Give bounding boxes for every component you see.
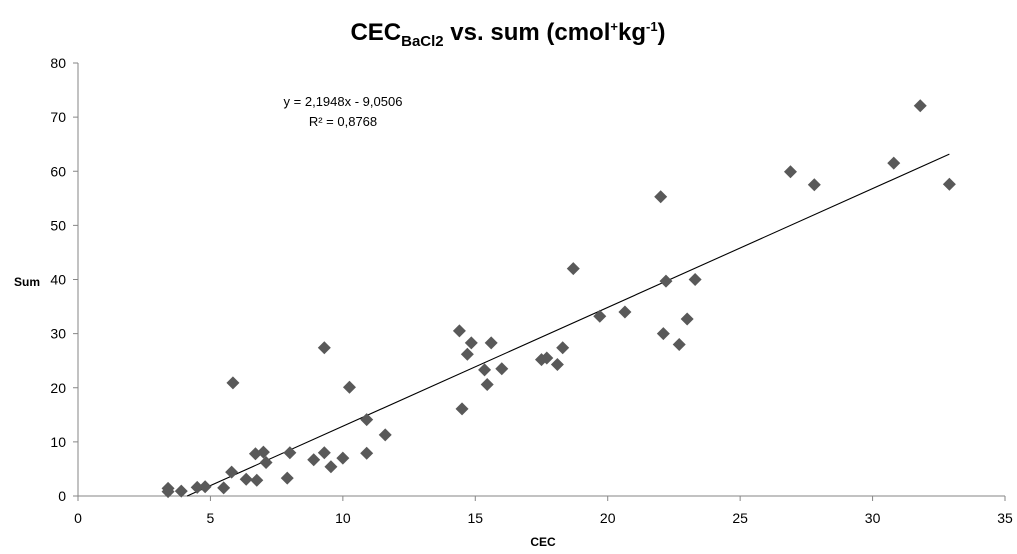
chart-title-sup2: -1 bbox=[646, 19, 658, 34]
y-axis: 0 10 20 30 40 50 60 70 80 bbox=[50, 55, 79, 504]
data-point bbox=[198, 480, 212, 494]
chart-title-suffix: ) bbox=[658, 19, 666, 46]
y-tick-label: 70 bbox=[50, 109, 66, 125]
data-point bbox=[217, 481, 231, 495]
data-point bbox=[480, 378, 494, 392]
chart-title: CECBaCl2 vs. sum (cmol+kg-1) bbox=[350, 19, 665, 50]
data-point bbox=[259, 455, 273, 469]
y-tick-label: 60 bbox=[50, 163, 66, 179]
data-point bbox=[317, 446, 331, 460]
data-point bbox=[190, 480, 204, 494]
data-point bbox=[283, 446, 297, 460]
data-point bbox=[887, 156, 901, 170]
trendline-r-squared: R² = 0,8768 bbox=[309, 114, 377, 129]
data-point bbox=[540, 351, 554, 365]
data-point bbox=[317, 341, 331, 355]
data-point bbox=[239, 472, 253, 486]
data-point bbox=[656, 327, 670, 341]
data-point bbox=[226, 376, 240, 390]
data-point bbox=[618, 305, 632, 319]
chart-title-kg: kg bbox=[618, 19, 646, 46]
data-point bbox=[225, 465, 239, 479]
data-point bbox=[460, 347, 474, 361]
data-point bbox=[659, 274, 673, 288]
x-tick-label: 5 bbox=[207, 510, 215, 526]
x-axis-title: CEC bbox=[530, 535, 556, 549]
data-points bbox=[161, 99, 956, 499]
chart-title-sup1: + bbox=[610, 19, 618, 34]
trendline-equation: y = 2,1948x - 9,0506 bbox=[284, 94, 403, 109]
x-axis: 0 5 10 15 20 25 30 35 bbox=[74, 495, 1013, 526]
data-point bbox=[807, 178, 821, 192]
data-point bbox=[478, 363, 492, 377]
y-tick-label: 30 bbox=[50, 326, 66, 342]
x-tick-label: 25 bbox=[732, 510, 748, 526]
data-point bbox=[250, 473, 264, 487]
x-tick-label: 15 bbox=[467, 510, 483, 526]
data-point bbox=[161, 481, 175, 495]
y-tick-label: 40 bbox=[50, 272, 66, 288]
data-point bbox=[378, 428, 392, 442]
data-point bbox=[550, 357, 564, 371]
chart-title-middle: vs. sum (cmol bbox=[444, 19, 611, 46]
y-tick-label: 20 bbox=[50, 380, 66, 396]
x-tick-label: 10 bbox=[335, 510, 351, 526]
x-tick-label: 30 bbox=[865, 510, 881, 526]
data-point bbox=[280, 471, 294, 485]
y-tick-label: 0 bbox=[58, 488, 66, 504]
data-point bbox=[495, 362, 509, 376]
trendline-group bbox=[186, 153, 950, 497]
data-point bbox=[360, 446, 374, 460]
data-point bbox=[672, 337, 686, 351]
y-tick-label: 50 bbox=[50, 217, 66, 233]
y-axis-title: Sum bbox=[14, 275, 40, 289]
data-point bbox=[593, 309, 607, 323]
x-tick-label: 20 bbox=[600, 510, 616, 526]
data-point bbox=[174, 484, 188, 498]
data-point bbox=[654, 190, 668, 204]
data-point bbox=[307, 453, 321, 467]
data-point bbox=[783, 165, 797, 179]
data-point bbox=[484, 336, 498, 350]
data-point bbox=[566, 262, 580, 276]
data-point bbox=[455, 402, 469, 416]
data-point bbox=[688, 273, 702, 286]
data-point bbox=[342, 380, 356, 394]
data-point bbox=[324, 460, 338, 474]
data-point bbox=[256, 445, 270, 459]
data-point bbox=[556, 341, 570, 355]
data-point bbox=[942, 177, 956, 191]
y-tick-label: 80 bbox=[50, 55, 66, 71]
trendline bbox=[186, 153, 950, 497]
data-point bbox=[336, 451, 350, 465]
y-tick-label: 10 bbox=[50, 434, 66, 450]
data-point bbox=[360, 413, 374, 427]
data-point bbox=[913, 99, 927, 113]
chart-title-subscript: BaCl2 bbox=[401, 33, 444, 50]
chart-title-prefix: CEC bbox=[350, 19, 401, 46]
x-tick-label: 0 bbox=[74, 510, 82, 526]
data-point bbox=[680, 312, 694, 326]
data-point bbox=[464, 336, 478, 350]
data-point bbox=[452, 324, 466, 338]
x-tick-label: 35 bbox=[997, 510, 1013, 526]
